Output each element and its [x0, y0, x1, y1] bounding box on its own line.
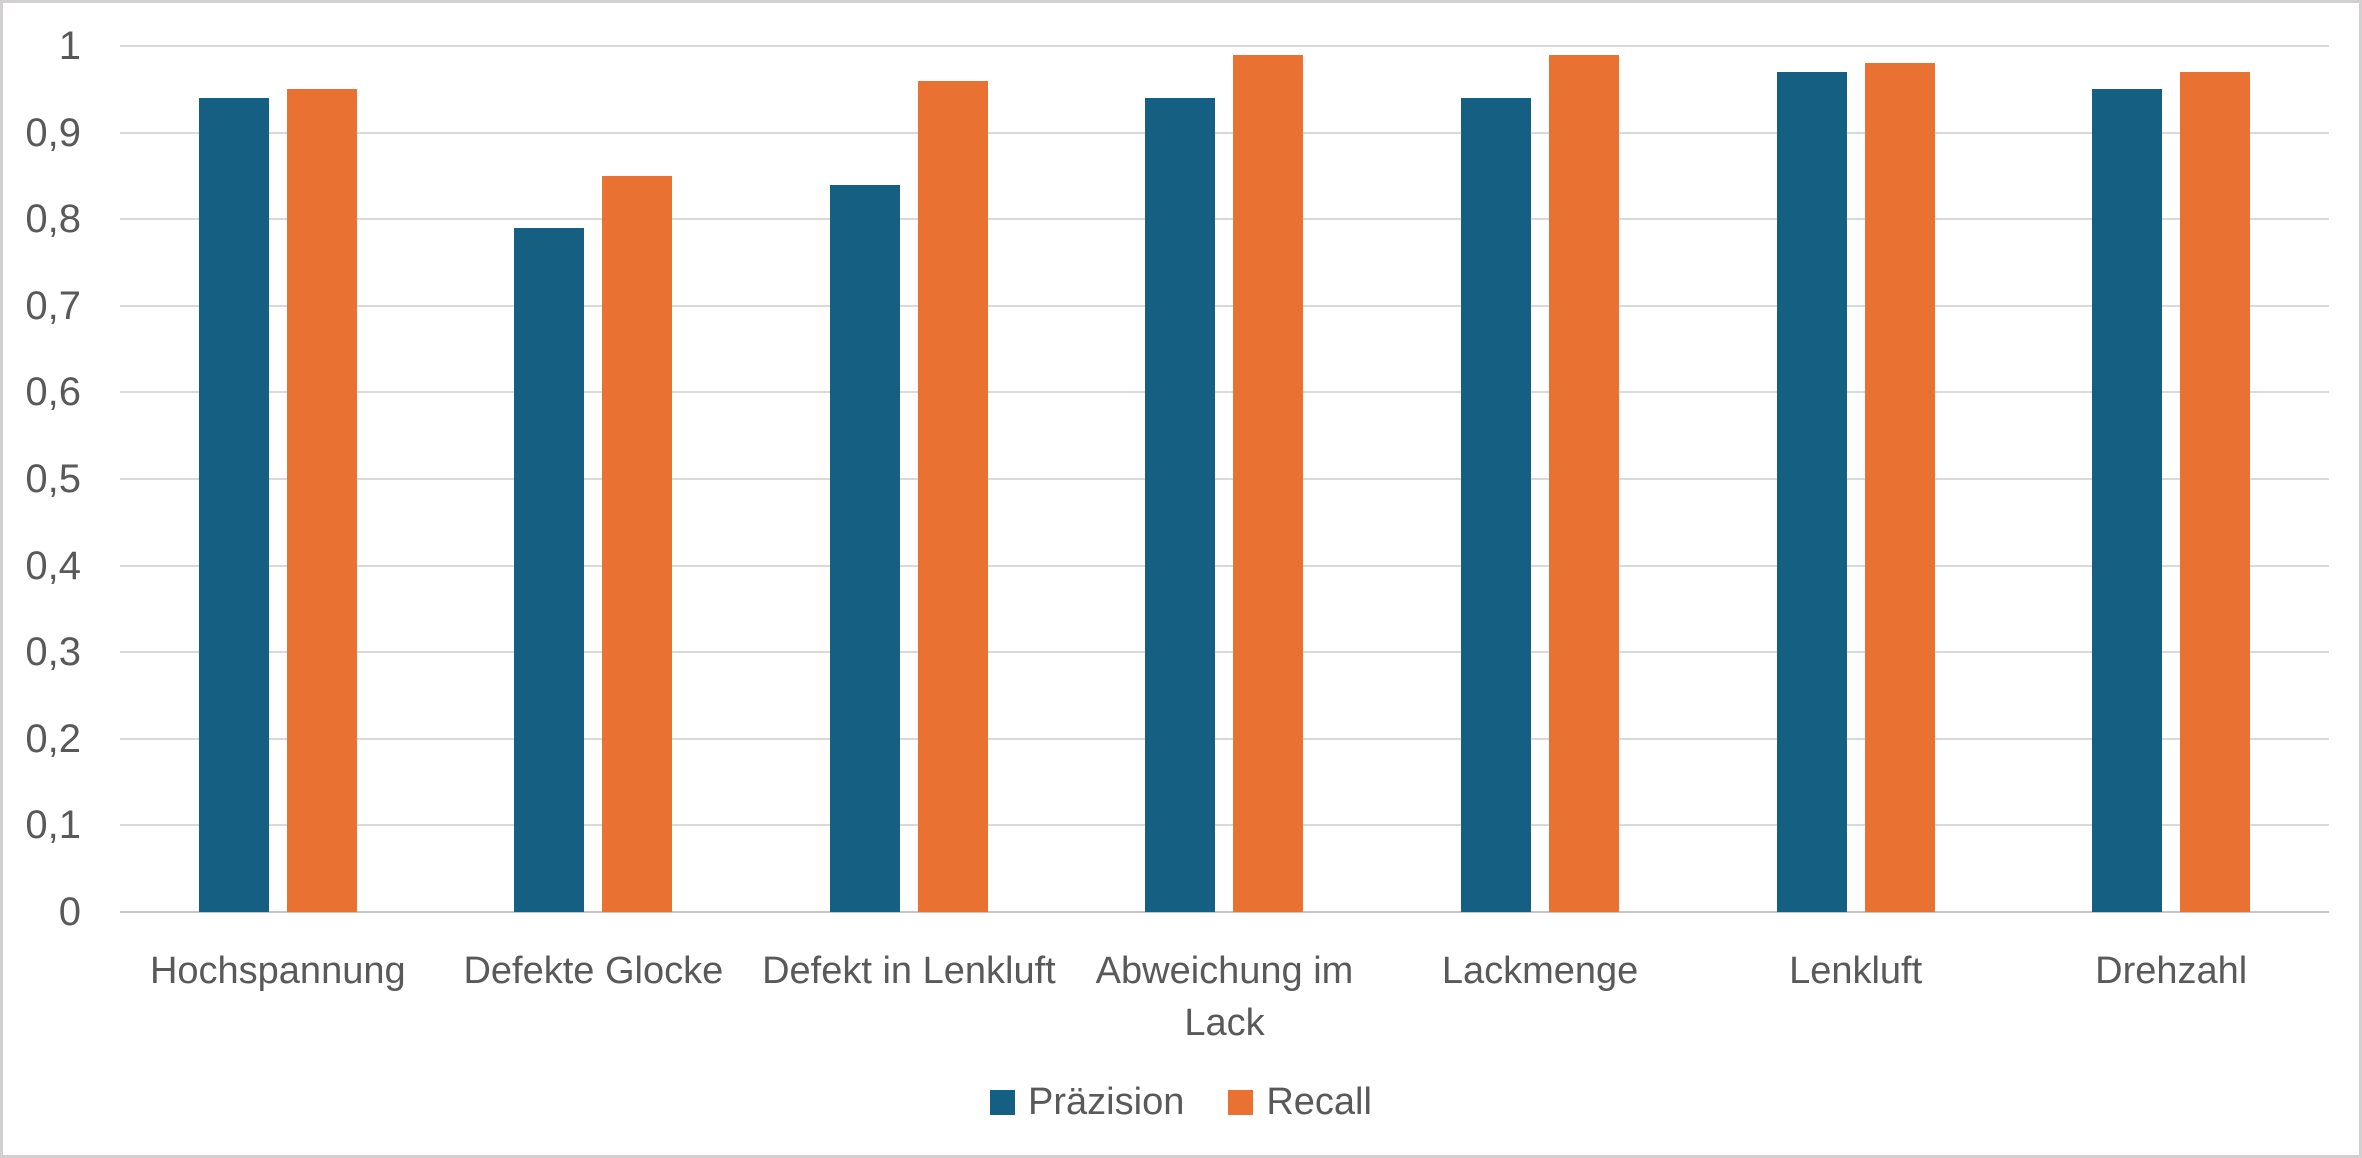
category-label: Lackmenge — [1441, 950, 1639, 992]
bar-praezision — [1776, 71, 1847, 912]
legend-swatch — [990, 1089, 1016, 1115]
gridline — [120, 45, 2329, 47]
bar-praezision — [514, 227, 585, 912]
y-tick-label: 0,5 — [25, 457, 81, 501]
bar-recall — [286, 89, 357, 912]
category-label: Abweichung im Lack — [1095, 950, 1354, 1044]
bar-recall — [1233, 54, 1304, 912]
gridline — [120, 651, 2329, 654]
bar-group — [120, 46, 436, 912]
legend-swatch — [1228, 1089, 1254, 1115]
y-tick-label: 0,9 — [25, 110, 81, 155]
legend-label: Recall — [1266, 1080, 1372, 1123]
y-tick-label: 0 — [58, 890, 81, 934]
legend-item-recall: Recall — [1228, 1081, 1372, 1124]
bar-recall — [2180, 71, 2251, 912]
y-tick-label: 0,4 — [25, 543, 81, 588]
gridline — [120, 131, 2329, 134]
bar-group — [436, 46, 752, 912]
bar-praezision — [1461, 97, 1532, 912]
category-label: Defekte Glocke — [463, 950, 724, 992]
gridline — [120, 737, 2329, 740]
bar-praezision — [829, 184, 900, 912]
bar-praezision — [1145, 97, 1216, 912]
bar-recall — [917, 80, 988, 912]
x-axis-line — [120, 911, 2329, 913]
category-label: Drehzahl — [2095, 950, 2248, 992]
bar-recall — [1864, 63, 1935, 912]
bar-recall — [602, 175, 673, 912]
plot-area — [120, 45, 2329, 913]
bar-group — [1067, 46, 1383, 912]
y-tick-label: 0,1 — [25, 803, 81, 848]
bar-group — [1698, 46, 2014, 912]
gridline — [120, 218, 2329, 221]
gridline — [120, 564, 2329, 567]
category-label: Defekt in Lenkluft — [762, 950, 1056, 992]
y-tick-label: 1 — [58, 24, 81, 68]
y-tick-label: 0,8 — [25, 197, 81, 242]
y-tick-label: 0,7 — [25, 283, 81, 328]
category-label: Hochspannung — [149, 950, 406, 992]
bar-group — [1382, 46, 1698, 912]
category-label: Lenkluft — [1789, 950, 1923, 992]
legend-label: Präzision — [1028, 1080, 1185, 1123]
bar-praezision — [2092, 89, 2163, 912]
bar-recall — [1549, 54, 1620, 912]
bar-group — [751, 46, 1067, 912]
legend-item-praezision: Präzision — [990, 1081, 1184, 1124]
gridline — [120, 391, 2329, 394]
y-tick-label: 0,3 — [25, 630, 81, 675]
bar-praezision — [198, 97, 269, 912]
legend: Präzision Recall — [3, 1077, 2359, 1127]
gridline — [120, 478, 2329, 480]
y-tick-label: 0,2 — [25, 716, 81, 761]
bar-group — [2013, 46, 2329, 912]
y-tick-label: 0,6 — [25, 370, 81, 415]
gridline — [120, 304, 2329, 307]
gridline — [120, 824, 2329, 827]
